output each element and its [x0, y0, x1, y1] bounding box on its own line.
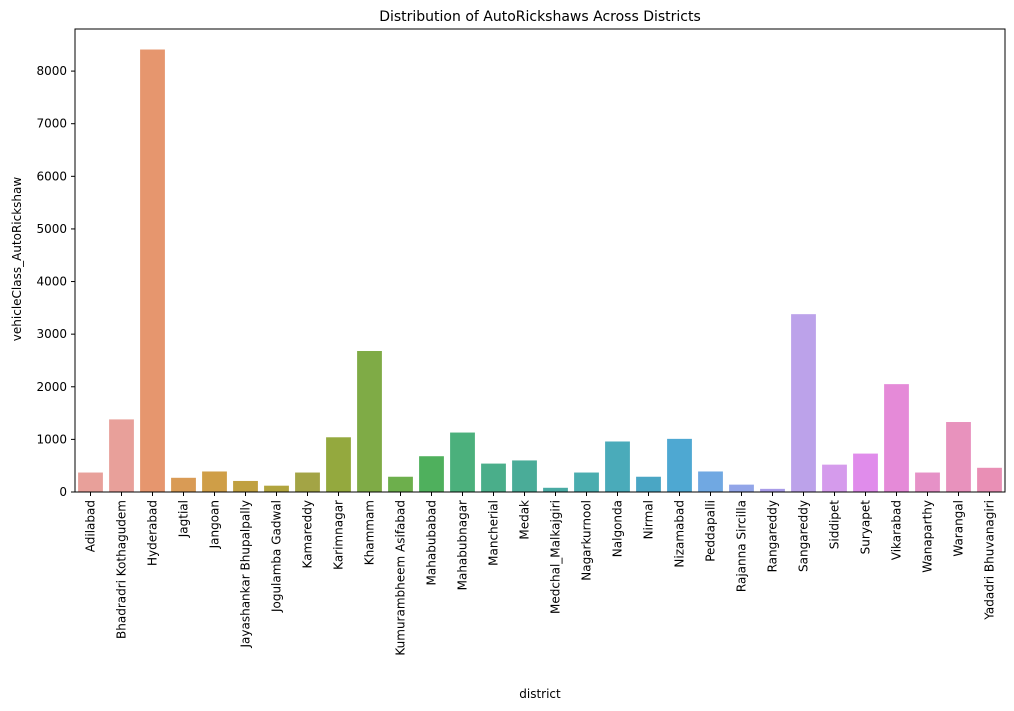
x-tick-label: Mahabubabad [425, 500, 439, 585]
bar-sangareddy [791, 314, 816, 492]
x-tick-label: Nagarkurnool [580, 500, 594, 581]
x-tick-label: Nizamabad [673, 500, 687, 568]
bars-group [78, 49, 1002, 492]
bar-nalgonda [605, 441, 630, 492]
bar-medak [512, 460, 537, 492]
bar-rajanna-sircilla [729, 484, 754, 492]
bar-jogulamba-gadwal [264, 485, 289, 492]
bar-warangal [946, 422, 971, 492]
bar-nagarkurnool [574, 472, 599, 492]
x-tick-label: Jayashankar Bhupalpally [239, 500, 253, 649]
bar-jangoan [202, 471, 227, 492]
x-tick-label: Khammam [363, 500, 377, 565]
bar-nizamabad [667, 438, 692, 492]
x-tick-label: Rangareddy [766, 500, 780, 572]
x-axis: Adilabad Bhadradri Kothagudem Hyderabad Jag… [84, 492, 997, 656]
x-tick-label: Jangoan [208, 500, 222, 549]
bar-kamareddy [295, 472, 320, 492]
x-tick-label: Nirmal [642, 500, 656, 539]
y-tick-label: 2000 [36, 380, 67, 394]
bar-kumurambheem-asifabad [388, 476, 413, 492]
x-tick-label: Jogulamba Gadwal [270, 500, 284, 613]
y-tick-label: 1000 [36, 432, 67, 446]
x-tick-label: Siddipet [828, 500, 842, 550]
x-tick-label: Adilabad [84, 500, 98, 552]
y-tick-label: 5000 [36, 222, 67, 236]
y-axis: 0 1000 2000 3000 4000 5000 6000 7000 8000 [36, 64, 75, 499]
x-tick-label: Karimnagar [332, 500, 346, 570]
bar-rangareddy [760, 488, 785, 492]
x-tick-label: Kumurambheem Asifabad [394, 500, 408, 656]
bar-khammam [357, 350, 382, 492]
bar-yadadri-bhuvanagiri [977, 467, 1002, 492]
bar-jayashankar-bhupalpally [233, 480, 258, 492]
y-tick-label: 3000 [36, 327, 67, 341]
plot-frame [74, 28, 1006, 493]
x-tick-label: Jagtial [177, 500, 191, 538]
bar-mahabubnagar [450, 432, 475, 492]
x-tick-label: Kamareddy [301, 500, 315, 568]
x-tick-label: Peddapalli [704, 500, 718, 562]
bar-peddapalli [698, 471, 723, 492]
bar-jagtial [171, 477, 196, 492]
y-tick-label: 7000 [36, 117, 67, 131]
x-tick-label: Yadadri Bhuvanagiri [983, 500, 997, 621]
x-tick-label: Bhadradri Kothagudem [115, 500, 129, 639]
x-tick-label: Sangareddy [797, 500, 811, 572]
bar-mancherial [481, 463, 506, 492]
y-tick-label: 4000 [36, 275, 67, 289]
x-tick-label: Medak [518, 500, 532, 540]
bar-wanaparthy [915, 472, 940, 492]
x-tick-label: Hyderabad [146, 500, 160, 566]
bar-suryapet [853, 453, 878, 492]
x-axis-label: district [519, 687, 561, 701]
bar-nirmal [636, 476, 661, 492]
y-axis-label: vehicleClass_AutoRickshaw [10, 177, 24, 342]
x-tick-label: Wanaparthy [921, 500, 935, 573]
x-tick-label: Mancherial [487, 500, 501, 566]
y-tick-label: 0 [59, 485, 67, 499]
chart-title: Distribution of AutoRickshaws Across Dis… [379, 9, 701, 25]
bar-siddipet [822, 464, 847, 492]
bar-mahabubabad [419, 456, 444, 492]
x-tick-label: Rajanna Sircilla [735, 500, 749, 592]
bar-bhadradri-kothagudem [109, 419, 134, 492]
x-tick-label: Nalgonda [611, 500, 625, 557]
y-tick-label: 8000 [36, 64, 67, 78]
x-tick-label: Warangal [952, 500, 966, 557]
bar-vikarabad [884, 384, 909, 492]
x-tick-label: Mahabubnagar [456, 500, 470, 590]
bar-hyderabad [140, 49, 165, 492]
y-tick-label: 6000 [36, 169, 67, 183]
x-tick-label: Medchal_Malkajgiri [549, 500, 563, 614]
x-tick-label: Suryapet [859, 500, 873, 555]
x-tick-label: Vikarabad [890, 500, 904, 560]
bar-medchal-malkajgiri [543, 487, 568, 492]
bar-karimnagar [326, 437, 351, 492]
bar-adilabad [78, 472, 103, 492]
